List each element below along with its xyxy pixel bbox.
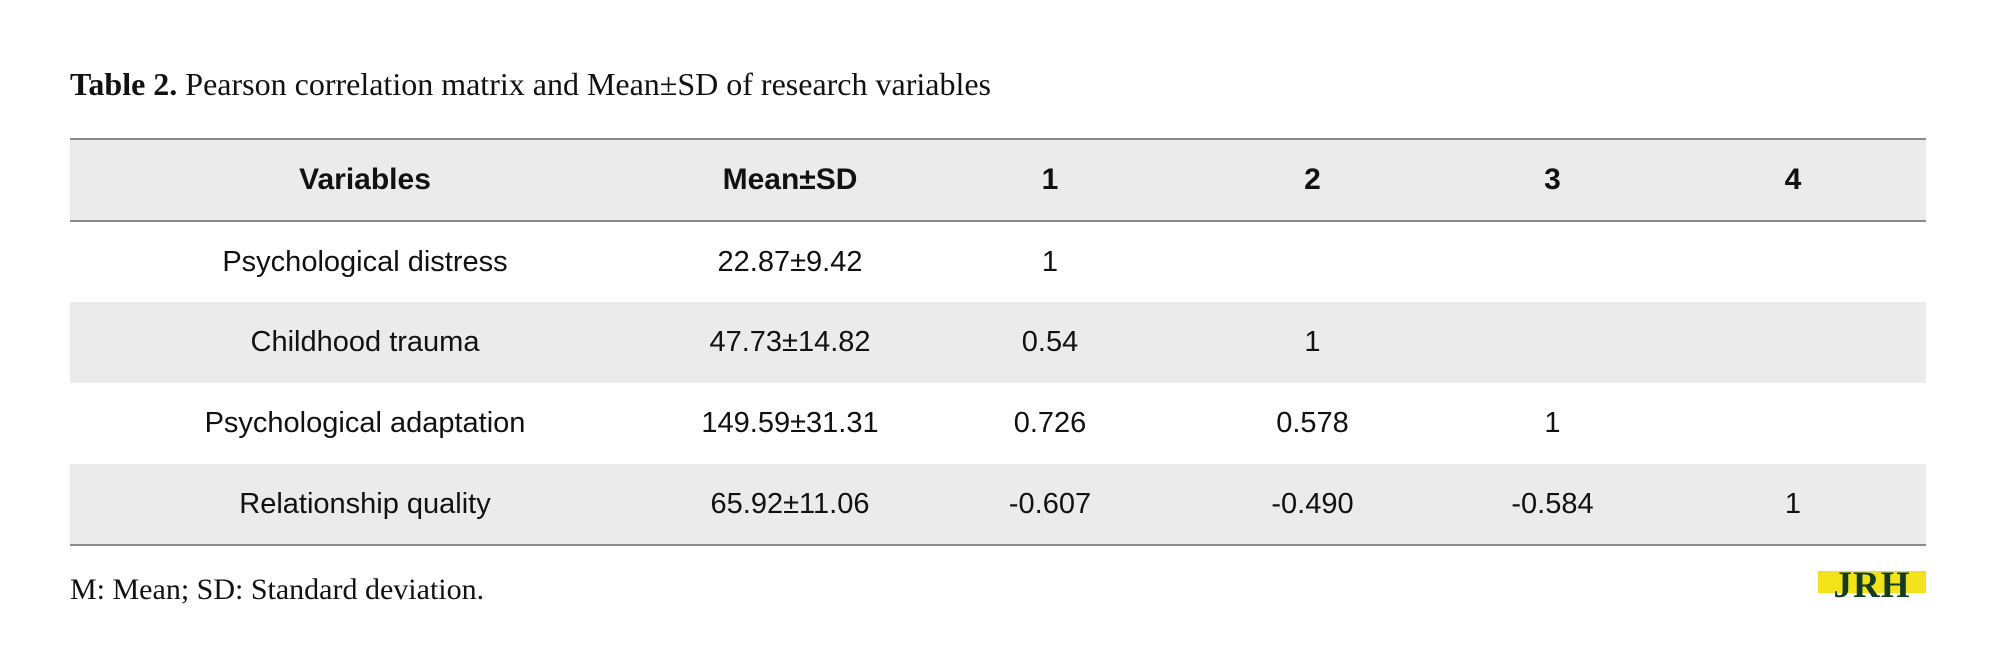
- cell-mean-sd: 22.87±9.42: [717, 245, 863, 278]
- logo-band: [1818, 571, 1926, 593]
- table-row: Psychological distress 22.87±9.42 1: [70, 221, 1926, 302]
- cell-corr-3: [1445, 221, 1660, 302]
- header-col-3: 3: [1445, 138, 1660, 222]
- cell-variable: Psychological adaptation: [204, 407, 526, 439]
- cell-corr-3: -0.584: [1445, 464, 1660, 546]
- header-col-4: 4: [1660, 138, 1926, 222]
- cell-corr-3: [1445, 302, 1660, 383]
- header-variables: Variables: [70, 138, 660, 222]
- cell-corr-2: [1180, 221, 1445, 302]
- table-footnote: M: Mean; SD: Standard deviation.: [70, 573, 485, 606]
- journal-logo: JRH: [1818, 566, 1926, 602]
- cell-corr-1: -0.607: [920, 464, 1180, 546]
- header-mean-sd: Mean±SD: [660, 138, 920, 222]
- correlation-table: Variables Mean±SD 1 2 3 4 Psychological …: [70, 138, 1926, 546]
- table-header-row: Variables Mean±SD 1 2 3 4: [70, 138, 1926, 222]
- table-caption: Table 2. Pearson correlation matrix and …: [70, 64, 991, 104]
- cell-variable: Relationship quality: [70, 464, 660, 546]
- cell-variable: Psychological distress: [222, 245, 508, 278]
- cell-corr-4: [1660, 302, 1926, 383]
- cell-corr-3: 1: [1544, 407, 1561, 439]
- cell-corr-2: 1: [1304, 326, 1321, 358]
- cell-corr-2: 0.578: [1276, 407, 1349, 439]
- cell-corr-1: 1: [1041, 245, 1059, 278]
- cell-corr-1: 0.54: [1021, 326, 1079, 358]
- cell-corr-4: [1660, 221, 1926, 302]
- cell-mean-sd: 149.59±31.31: [701, 407, 879, 439]
- cell-corr-2: -0.490: [1180, 464, 1445, 546]
- cell-variable: Childhood trauma: [250, 326, 480, 358]
- cell-mean-sd: 65.92±11.06: [660, 464, 920, 546]
- table-caption-label: Table 2.: [70, 66, 178, 102]
- cell-corr-1: 0.726: [1013, 407, 1087, 439]
- header-col-1: 1: [920, 138, 1180, 222]
- table-row: Childhood trauma 47.73±14.82 0.54 1: [70, 302, 1926, 383]
- cell-mean-sd: 47.73±14.82: [709, 326, 871, 358]
- table-caption-text: Pearson correlation matrix and Mean±SD o…: [177, 66, 991, 102]
- cell-corr-4: 1: [1660, 464, 1926, 546]
- cell-corr-4: [1660, 383, 1926, 464]
- table-row: Psychological adaptation 149.59±31.31 0.…: [70, 383, 1926, 464]
- table-row: Relationship quality 65.92±11.06 -0.607 …: [70, 464, 1926, 546]
- logo-text: JRH: [1834, 566, 1911, 602]
- header-col-2: 2: [1180, 138, 1445, 222]
